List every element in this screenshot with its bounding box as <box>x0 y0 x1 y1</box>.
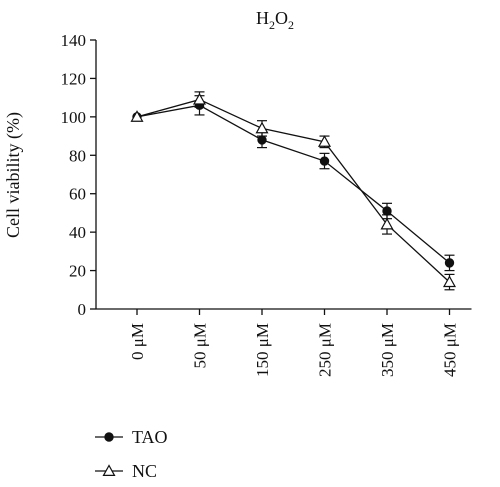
x-tick-label: 250 μM <box>316 323 335 377</box>
series-line <box>136 98 450 283</box>
title-sub1: 2 <box>269 18 275 32</box>
data-point <box>192 92 207 105</box>
data-point <box>444 258 455 268</box>
triangle-marker-icon <box>102 464 116 476</box>
x-tick-label: 450 μM <box>441 323 460 377</box>
chart-title: H2O2 <box>256 8 294 32</box>
data-point <box>317 135 332 147</box>
y-tick-label: 100 <box>61 108 87 127</box>
legend-label: NC <box>132 461 157 481</box>
data-point <box>442 275 457 288</box>
series-tao <box>132 95 455 272</box>
data-point <box>380 217 394 230</box>
legend-label: TAO <box>132 427 168 447</box>
data-point <box>382 206 392 216</box>
data-point <box>257 135 267 145</box>
legend-item-nc: NC <box>95 461 157 481</box>
series-layer <box>130 91 457 291</box>
y-tick-label: 40 <box>69 223 86 242</box>
y-tick-label: 140 <box>61 31 87 50</box>
y-axis-label: Cell viability (%) <box>3 112 24 238</box>
data-point <box>255 121 269 134</box>
x-tick-label: 50 μM <box>191 323 210 368</box>
data-point <box>319 156 330 166</box>
title-main: H <box>256 8 269 28</box>
svg-text:H2O2: H2O2 <box>256 8 294 32</box>
y-tick-label: 20 <box>69 262 86 281</box>
y-tick-label: 60 <box>69 185 86 204</box>
x-tick-label: 150 μM <box>253 323 272 377</box>
y-tick-label: 120 <box>61 69 87 88</box>
legend-item-tao: TAO <box>95 427 168 447</box>
x-tick-label: 350 μM <box>378 323 397 377</box>
title-mid: O <box>275 8 288 28</box>
data-point <box>130 110 144 122</box>
y-tick-label: 80 <box>69 146 86 165</box>
series-nc <box>130 91 457 291</box>
legend: TAO NC <box>95 427 168 481</box>
circle-marker-icon <box>104 432 114 442</box>
series-line <box>136 104 450 264</box>
y-tick-label: 0 <box>78 300 87 319</box>
axes: 0 20 40 60 80 100 120 140 0 μM 50 μM 150 μM 250 μM 3… <box>61 31 472 377</box>
x-tick-label: 0 μM <box>128 323 147 360</box>
title-sub2: 2 <box>288 18 294 32</box>
